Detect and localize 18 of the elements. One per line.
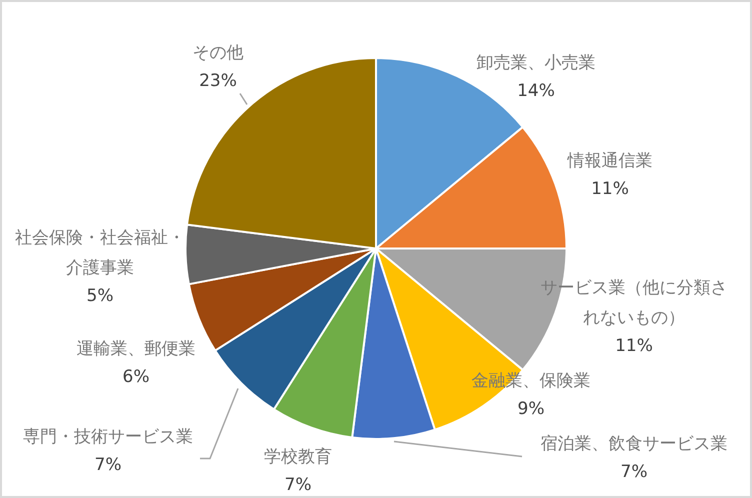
slice-label: 専門・技術サービス業 — [23, 426, 193, 447]
data-label: 11% — [615, 336, 653, 356]
data-label: 7% — [284, 474, 312, 495]
data-label: 9% — [518, 398, 544, 419]
slice-label: 卸売業、小売業 — [476, 52, 596, 73]
data-label: 11% — [591, 178, 629, 199]
slice-label: その他 — [192, 42, 244, 63]
slice-label: 学校教育 — [264, 446, 332, 467]
data-label: 23% — [199, 70, 237, 91]
data-label: 7% — [94, 454, 122, 475]
slice-label: 宿泊業、飲食サービス業 — [540, 434, 728, 454]
data-label: 5% — [86, 286, 114, 306]
slice-label: 運輸業、郵便業 — [76, 338, 196, 359]
slice-label: 情報通信業 — [566, 150, 652, 171]
slice-label: 社会保険・社会福祉・介護事業 — [15, 228, 185, 278]
data-label: 6% — [122, 366, 150, 387]
data-label: 14% — [517, 80, 555, 101]
data-label: 7% — [620, 462, 648, 482]
